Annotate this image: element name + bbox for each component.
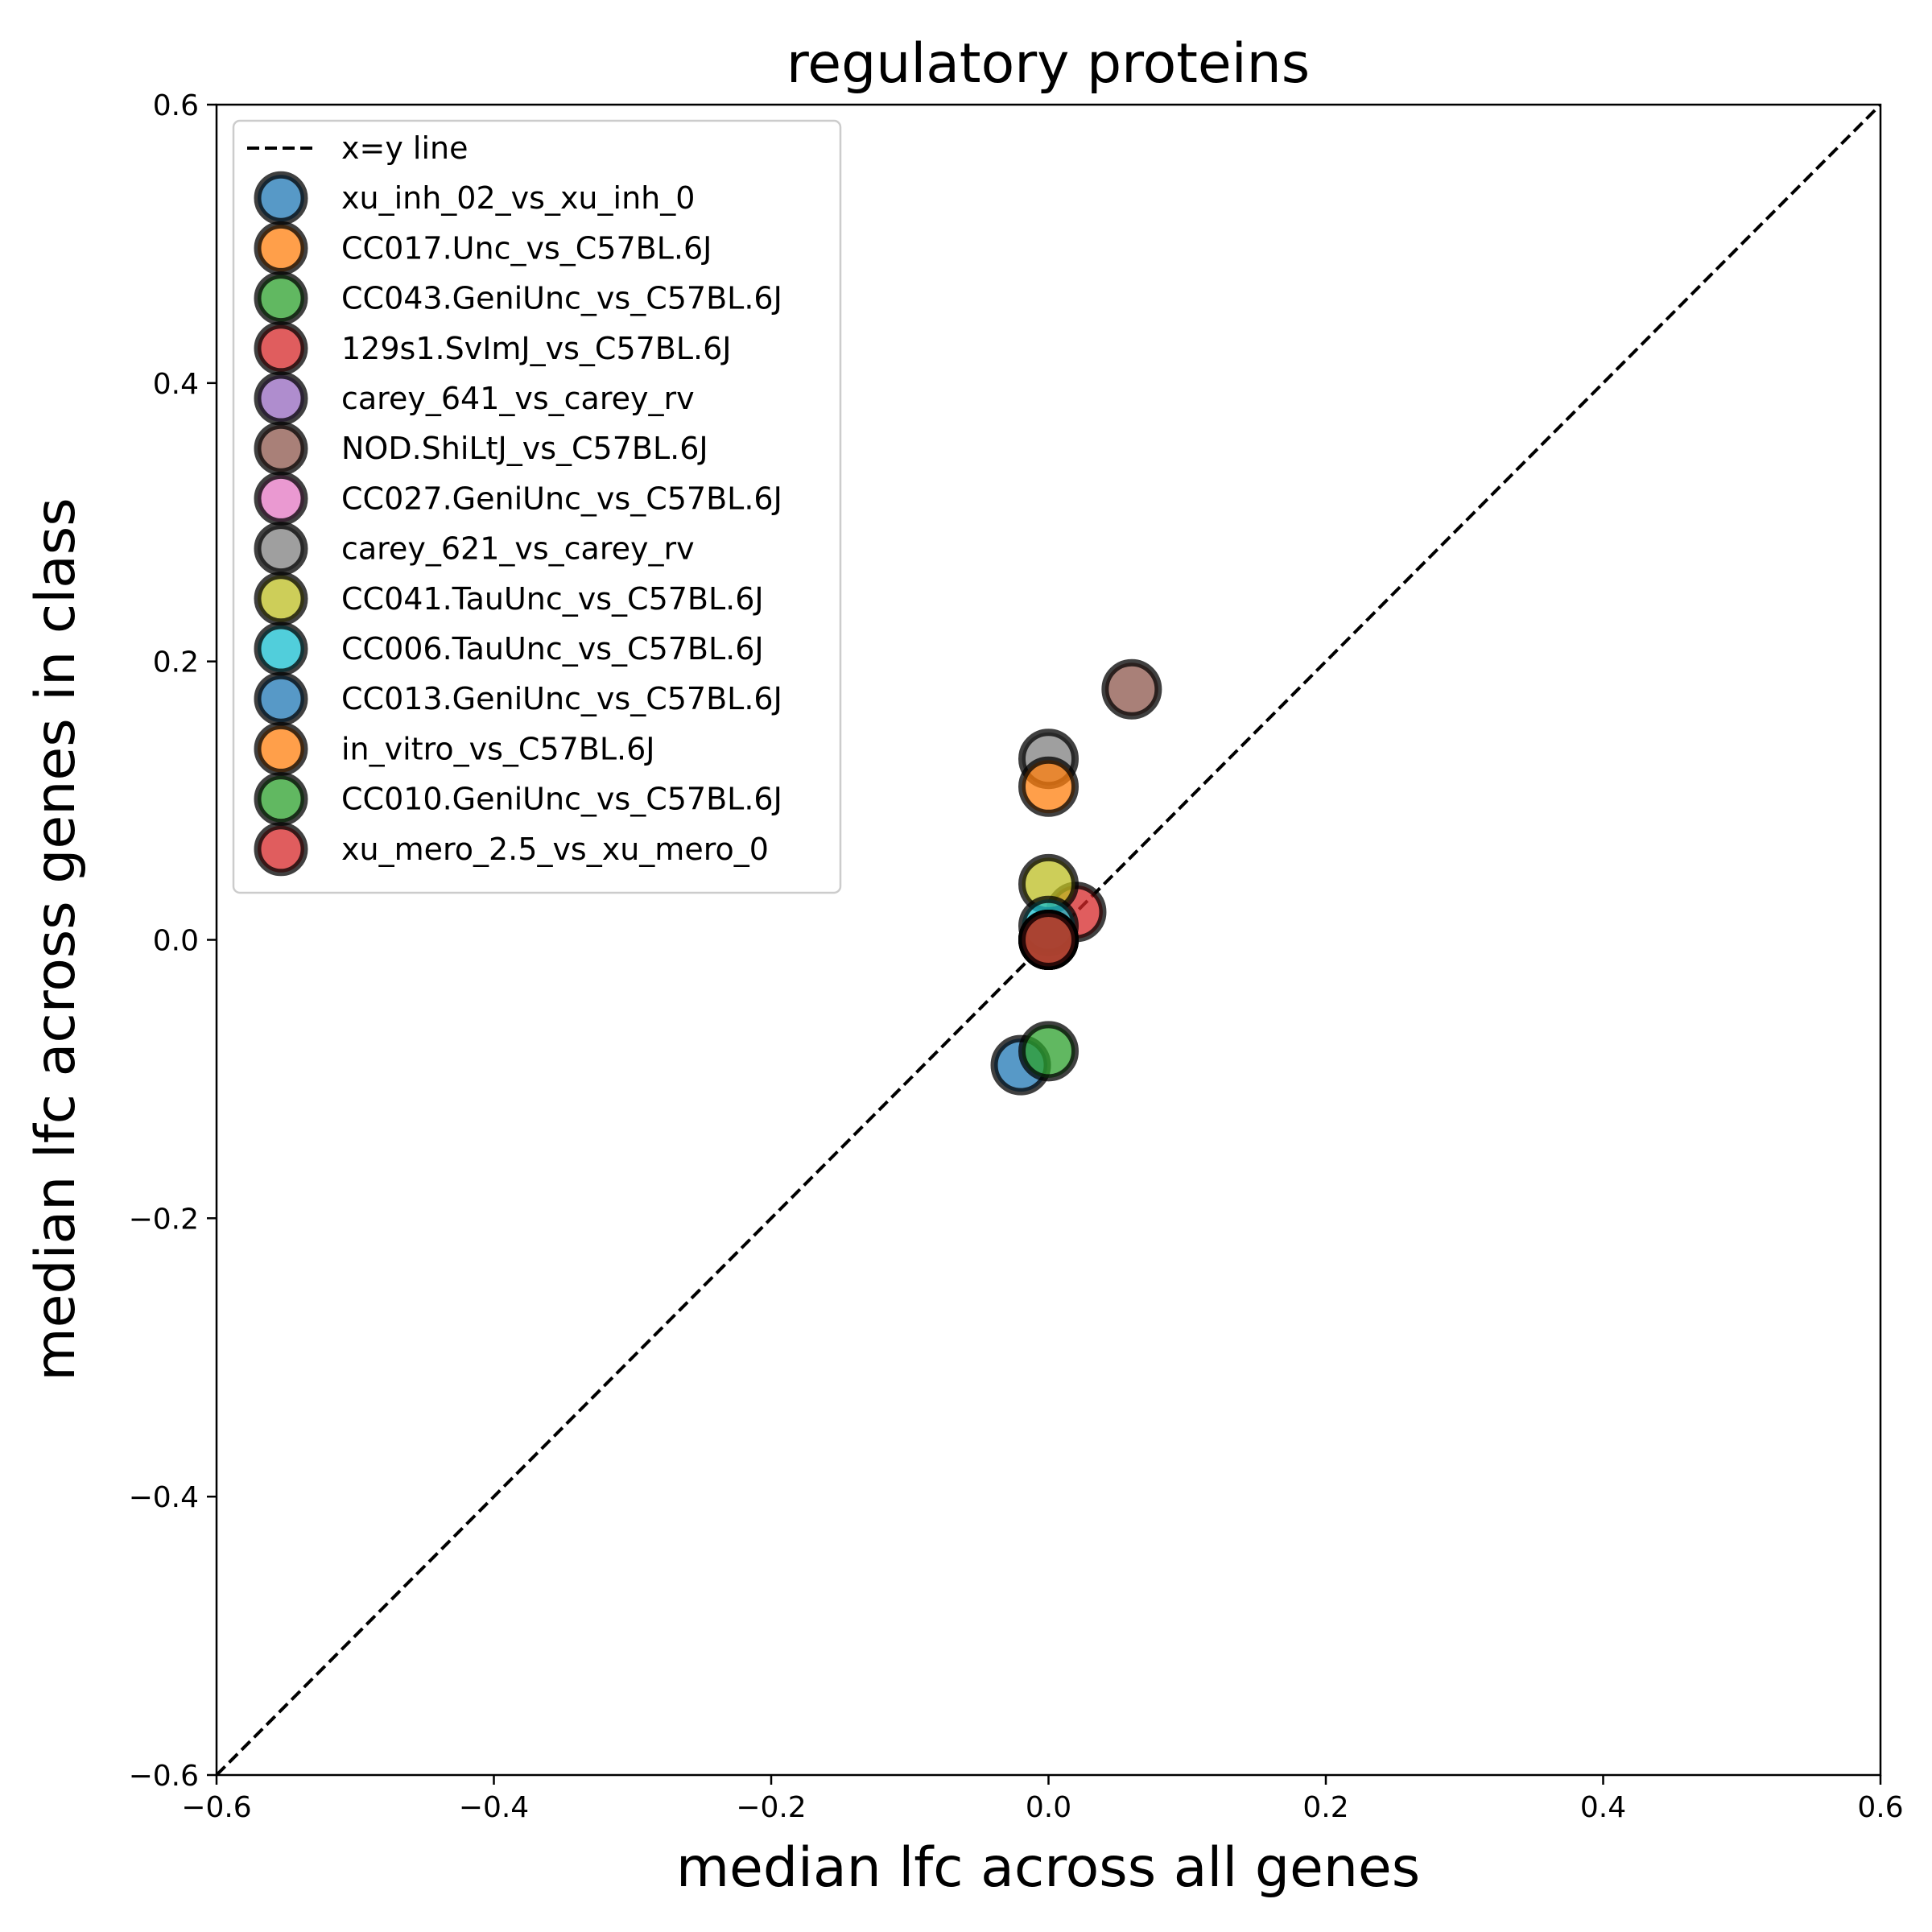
x-tick-label: 0.4 <box>1580 1791 1626 1824</box>
legend-label-7: carey_621_vs_carey_rv <box>341 531 695 567</box>
y-axis-label: median lfc across genes in class <box>24 497 88 1381</box>
legend-marker-5 <box>254 421 308 476</box>
y-tick-label: −0.2 <box>129 1203 199 1236</box>
legend-label-5: NOD.ShiLtJ_vs_C57BL.6J <box>341 431 708 466</box>
chart-title: regulatory proteins <box>786 32 1310 96</box>
x-tick-label: 0.2 <box>1302 1791 1348 1824</box>
legend-marker-9 <box>254 621 308 676</box>
legend-label-12: CC010.GeniUnc_vs_C57BL.6J <box>341 782 782 817</box>
legend: x=y line xu_inh_02_vs_xu_inh_0 CC017.Unc_v… <box>232 119 842 894</box>
legend-label-reference-line: x=y line <box>341 130 468 166</box>
y-tick-label: −0.4 <box>129 1481 199 1514</box>
legend-marker-12 <box>254 772 308 827</box>
x-tick-label: −0.6 <box>181 1791 251 1824</box>
legend-marker-7 <box>254 522 308 576</box>
legend-label-0: xu_inh_02_vs_xu_inh_0 <box>341 180 695 216</box>
y-tick-label: 0.2 <box>153 646 199 679</box>
legend-marker-6 <box>254 471 308 526</box>
plot-area <box>217 105 1880 1775</box>
legend-label-13: xu_mero_2.5_vs_xu_mero_0 <box>341 832 769 867</box>
legend-label-11: in_vitro_vs_C57BL.6J <box>341 731 655 766</box>
x-tick-label: 0.6 <box>1857 1791 1903 1824</box>
legend-label-1: CC017.Unc_vs_C57BL.6J <box>341 230 712 266</box>
legend-label-9: CC006.TauUnc_vs_C57BL.6J <box>341 631 764 667</box>
legend-marker-8 <box>254 572 308 626</box>
y-tick-label: −0.6 <box>129 1760 199 1793</box>
data-point-5 <box>1101 658 1162 720</box>
axis-ticks: −0.6 −0.4 −0.2 0.0 0.2 0.4 0.6 −0.6 −0.4 −0.2 0.0 0… <box>129 89 1904 1824</box>
data-point-13 <box>1018 910 1079 970</box>
y-tick-label: 0.6 <box>153 89 199 122</box>
data-point-11 <box>1018 756 1079 817</box>
legend-label-8: CC041.TauUnc_vs_C57BL.6J <box>341 581 764 617</box>
legend-marker-0 <box>254 171 308 225</box>
y-tick-label: 0.4 <box>153 368 199 401</box>
legend-frame <box>232 119 842 894</box>
legend-marker-2 <box>254 271 308 326</box>
legend-label-4: carey_641_vs_carey_rv <box>341 381 695 416</box>
data-point-2 <box>1018 1021 1079 1082</box>
legend-marker-4 <box>254 371 308 426</box>
legend-label-3: 129s1.SvImJ_vs_C57BL.6J <box>341 331 732 366</box>
x-tick-label: −0.4 <box>459 1791 529 1824</box>
x-tick-label: 0.0 <box>1026 1791 1071 1824</box>
legend-label-10: CC013.GeniUnc_vs_C57BL.6J <box>341 681 782 716</box>
legend-marker-11 <box>254 721 308 776</box>
legend-marker-13 <box>254 822 308 877</box>
legend-label-6: CC027.GeniUnc_vs_C57BL.6J <box>341 481 782 516</box>
legend-marker-1 <box>254 221 308 275</box>
x-axis-label: median lfc across all genes <box>676 1836 1420 1900</box>
legend-marker-10 <box>254 671 308 726</box>
legend-marker-3 <box>254 321 308 376</box>
legend-label-2: CC043.GeniUnc_vs_C57BL.6J <box>341 281 782 316</box>
y-tick-label: 0.0 <box>153 925 199 958</box>
x-tick-label: −0.2 <box>736 1791 806 1824</box>
